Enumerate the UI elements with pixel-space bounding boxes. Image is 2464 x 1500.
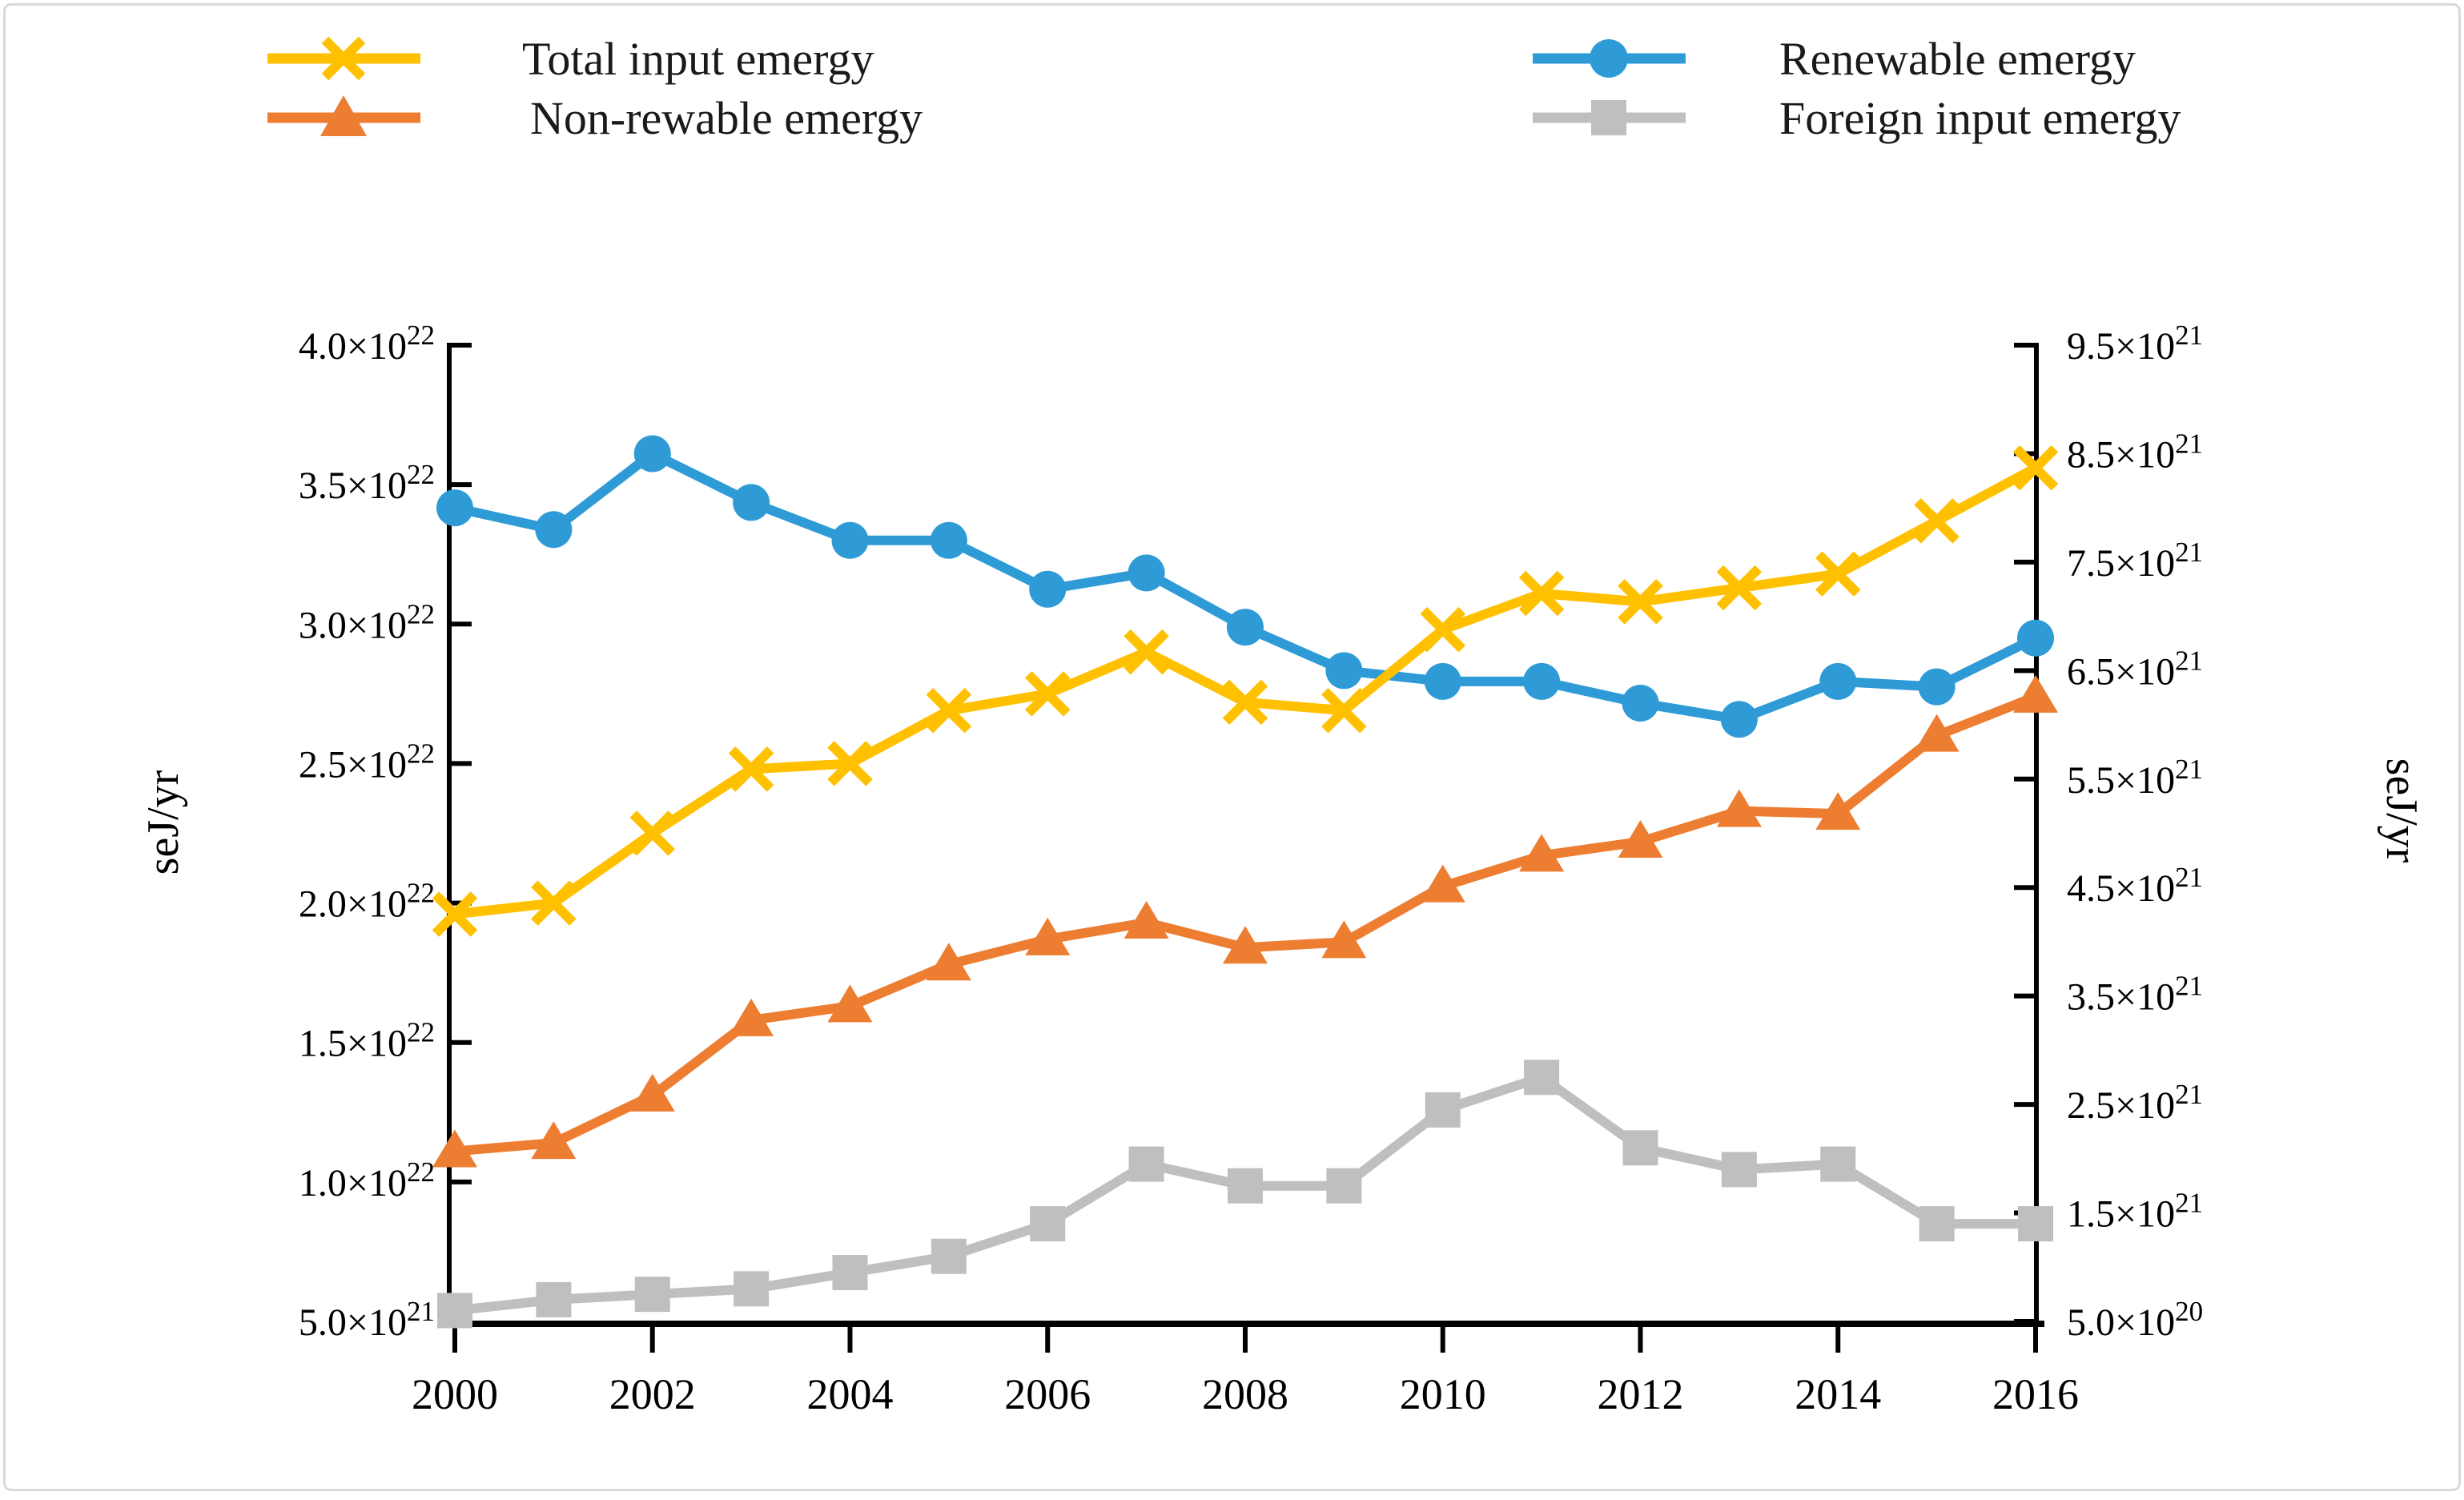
legend-item-total-input: Total input emergy [266, 30, 874, 87]
x-axis-tick-label: 2004 [807, 1370, 894, 1418]
legend-item-non-renewable: Non-rewable emergy [266, 89, 922, 147]
legend-label: Renewable emergy [1779, 32, 2136, 85]
legend-item-foreign-input: Foreign input emergy [1531, 89, 2181, 147]
legend-label: Non-rewable emergy [530, 91, 923, 144]
right-axis-tick-label: 1.5×1021 [2067, 1188, 2203, 1236]
right-axis-tick-label: 7.5×1021 [2067, 537, 2203, 585]
circle-marker-icon [1533, 39, 1686, 78]
x-axis-tick-label: 2014 [1795, 1370, 1881, 1418]
x-axis-tick-label: 2008 [1202, 1370, 1288, 1418]
x-axis-tick-label: 2006 [1004, 1370, 1091, 1418]
left-axis-tick-label: 4.0×1022 [299, 320, 435, 368]
left-axis-tick-label: 3.0×1022 [299, 598, 435, 646]
right-axis-tick-label: 5.0×1020 [2067, 1296, 2203, 1344]
left-axis-tick-label: 1.5×1022 [299, 1017, 435, 1065]
left-axis-tick-label: 2.5×1022 [299, 738, 435, 786]
legend-label: Foreign input emergy [1779, 91, 2181, 144]
x-axis-tick-label: 2010 [1400, 1370, 1486, 1418]
x-axis-tick-label: 2002 [609, 1370, 696, 1418]
left-axis-tick-label: 1.0×1022 [299, 1156, 435, 1204]
left-axis-tick-label: 2.0×1022 [299, 878, 435, 926]
triangle-marker-icon [267, 95, 420, 136]
legend-item-renewable: Renewable emergy [1531, 30, 2136, 87]
right-axis-tick-label: 2.5×1021 [2067, 1079, 2203, 1127]
series-renewable-emergy [436, 435, 2054, 738]
left-axis-unit-label: seJ/yr [139, 770, 188, 875]
right-axis-tick-label: 9.5×1021 [2067, 320, 2203, 368]
emergy-line-chart: 4.0×1022 3.5×1022 3.0×1022 2.5×1022 2.0×1022… [299, 320, 2203, 1418]
x-axis-tick-label: 2012 [1598, 1370, 1684, 1418]
right-axis-tick-label: 3.5×1021 [2067, 971, 2203, 1019]
left-axis-ticks: 4.0×1022 3.5×1022 3.0×1022 2.5×1022 2.0×1022… [299, 320, 472, 1344]
x-axis-ticks: 2000 2002 2004 2006 2008 2010 2012 2014 2016 [412, 1324, 2079, 1418]
square-marker-icon [1533, 100, 1686, 135]
right-axis-tick-label: 8.5×1021 [2067, 428, 2203, 476]
right-axis-unit-label: seJ/yr [2377, 758, 2426, 863]
figure-frame: 4.0×1022 3.5×1022 3.0×1022 2.5×1022 2.0×1022… [3, 3, 2461, 1491]
left-axis-tick-label: 3.5×1022 [299, 459, 435, 507]
legend-label: Total input emergy [522, 32, 874, 85]
right-axis-tick-label: 4.5×1021 [2067, 862, 2203, 910]
series-foreign-input-emergy [437, 1060, 2053, 1329]
series-total-input-emergy [432, 445, 2059, 937]
right-axis-tick-label: 5.5×1021 [2067, 754, 2203, 802]
x-axis-tick-label: 2000 [412, 1370, 498, 1418]
right-axis-tick-label: 6.5×1021 [2067, 645, 2203, 693]
series-non-rewable-emergy [432, 674, 2058, 1168]
x-cross-marker-icon [267, 36, 420, 81]
left-axis-tick-label: 5.0×1021 [299, 1296, 435, 1344]
x-axis-tick-label: 2016 [1992, 1370, 2079, 1418]
